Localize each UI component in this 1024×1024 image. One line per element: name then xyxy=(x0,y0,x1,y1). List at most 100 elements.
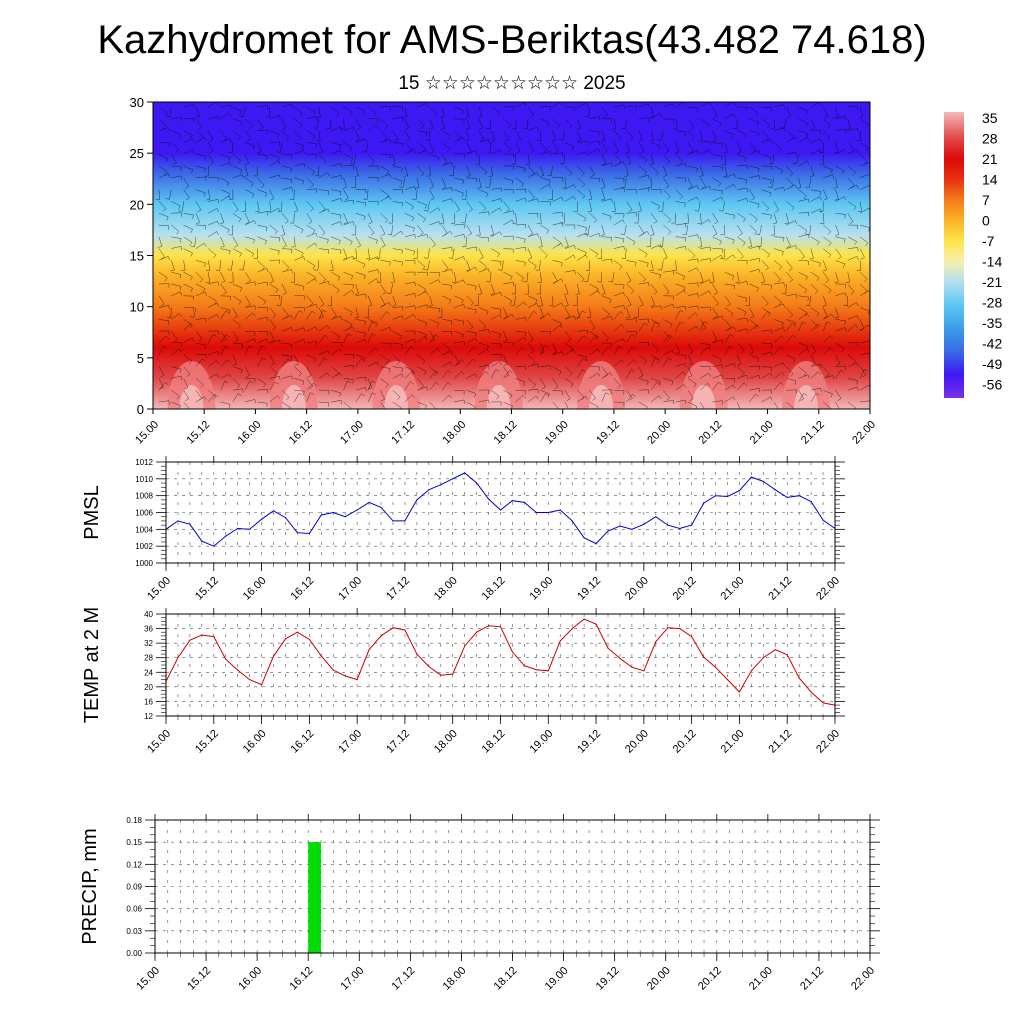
wind-barb xyxy=(427,248,430,259)
wind-barb xyxy=(823,375,833,379)
wind-barb-flag xyxy=(665,150,670,154)
wind-barb-flag xyxy=(198,338,203,342)
wind-barb-flag xyxy=(713,115,718,118)
wind-barb xyxy=(564,331,572,340)
wind-barb xyxy=(281,224,285,235)
wind-barb-flag xyxy=(339,191,342,196)
wind-barb xyxy=(650,378,661,382)
wind-barb xyxy=(318,154,327,162)
wind-barb xyxy=(786,335,793,344)
wind-barb-flag xyxy=(435,382,439,386)
wind-barb xyxy=(847,386,858,391)
wind-barb-flag xyxy=(606,313,610,318)
wind-barb-flag xyxy=(198,126,202,130)
wind-barb xyxy=(429,177,434,187)
wind-barb-flag xyxy=(167,256,170,261)
wind-barb xyxy=(429,348,438,355)
wind-barb xyxy=(712,106,718,117)
wind-barb-flag xyxy=(424,204,427,209)
wind-barb xyxy=(306,303,317,308)
wind-barb xyxy=(786,260,793,269)
wind-barb xyxy=(490,369,496,379)
wind-barb-flag xyxy=(827,231,831,235)
wind-barb xyxy=(207,154,214,163)
wind-barb xyxy=(242,260,246,271)
wind-barb-flag xyxy=(350,312,353,316)
wind-barb-flag xyxy=(482,326,487,330)
wind-barb-flag xyxy=(426,304,429,309)
wind-barb xyxy=(441,213,445,224)
wind-barb xyxy=(563,154,566,165)
wind-barb xyxy=(404,130,411,140)
wind-barb xyxy=(417,386,427,391)
wind-barb-flag xyxy=(695,312,699,316)
wind-barb xyxy=(552,272,558,282)
wind-barb-flag xyxy=(357,245,361,248)
wind-barb xyxy=(343,326,353,332)
wind-barb xyxy=(195,106,200,117)
wind-barb-flag xyxy=(190,169,194,174)
wind-barb-flag xyxy=(660,305,662,310)
wind-barb xyxy=(343,319,353,325)
wind-barb xyxy=(232,331,239,340)
wind-barb-flag xyxy=(411,394,415,398)
wind-barb xyxy=(478,248,484,258)
wind-barb-flag xyxy=(266,403,268,408)
wind-barb xyxy=(429,401,437,409)
wind-barb-flag xyxy=(689,398,694,401)
wind-barb xyxy=(331,126,341,131)
wind-barb-flag xyxy=(781,322,784,327)
wind-barb xyxy=(712,213,719,222)
wind-barb-flag xyxy=(401,368,403,373)
wind-barb xyxy=(798,248,805,257)
data-point xyxy=(272,655,275,657)
wind-barb xyxy=(454,279,464,285)
wind-barb-flag xyxy=(462,180,465,185)
wind-barb xyxy=(613,201,616,212)
wind-barb-flag xyxy=(328,281,330,286)
wind-barb-flag xyxy=(639,304,644,307)
wind-barb xyxy=(601,316,612,320)
wind-barb xyxy=(503,210,514,214)
wind-barb xyxy=(417,283,426,290)
wind-barb-flag xyxy=(679,322,684,325)
y-tick-label: 5 xyxy=(137,351,144,366)
wind-barb xyxy=(712,130,717,140)
wind-barb xyxy=(269,283,279,290)
wind-barb xyxy=(503,401,513,407)
y-tick-label: 0.18 xyxy=(126,816,142,825)
wind-barb xyxy=(527,154,531,165)
wind-barb xyxy=(306,271,316,278)
wind-barb-flag xyxy=(354,175,359,177)
wind-barb xyxy=(478,177,482,188)
wind-barb-flag xyxy=(597,372,601,377)
data-point xyxy=(332,511,334,514)
wind-barb xyxy=(269,160,279,167)
wind-barb xyxy=(552,319,562,324)
wind-barb xyxy=(847,184,857,190)
wind-barb-flag xyxy=(285,137,290,141)
wind-barb xyxy=(773,224,776,235)
wind-barb-flag xyxy=(244,175,249,177)
data-point xyxy=(691,524,693,526)
wind-barb-flag xyxy=(617,385,621,389)
wind-barb xyxy=(454,371,462,379)
chart-title: Kazhydromet for AMS-Beriktas(43.482 74.6… xyxy=(97,18,927,62)
wind-barb-flag xyxy=(382,292,386,295)
wind-barb xyxy=(822,213,825,224)
wind-barb xyxy=(367,124,377,131)
wind-barb-flag xyxy=(611,198,613,203)
wind-barb-flag xyxy=(554,386,559,390)
wind-barb xyxy=(564,184,574,190)
wind-barb xyxy=(367,295,373,306)
wind-barb xyxy=(220,177,230,184)
wind-barb-flag xyxy=(180,376,183,381)
wind-barb xyxy=(552,118,560,127)
wind-barb-flag xyxy=(510,405,513,409)
wind-barb xyxy=(749,130,760,134)
wind-barb xyxy=(564,390,571,399)
wind-barb-flag xyxy=(697,258,699,263)
wind-barb xyxy=(601,224,605,235)
wind-barb xyxy=(331,248,342,251)
wind-barb-flag xyxy=(783,187,785,192)
